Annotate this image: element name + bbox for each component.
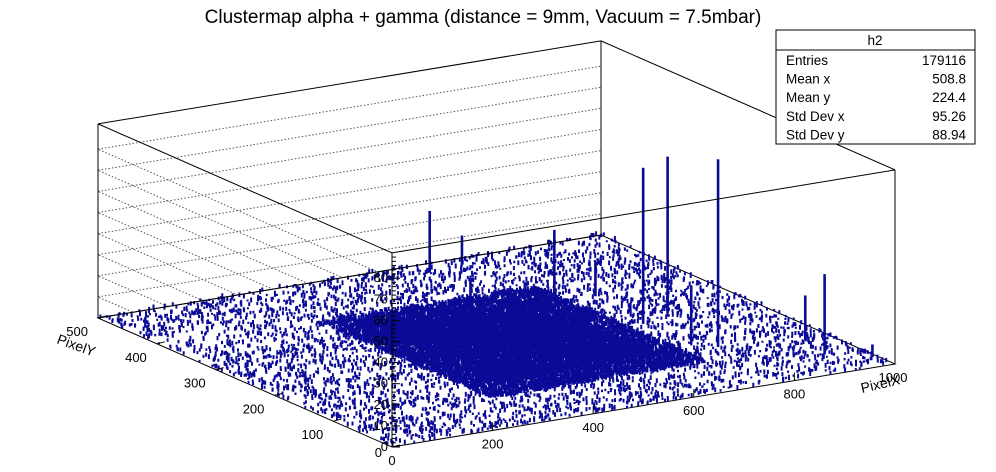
z-tick-label: 70 [374, 291, 388, 306]
stats-value: 95.26 [932, 109, 966, 124]
stats-value: 224.4 [932, 90, 966, 105]
y-tick-label: 400 [125, 350, 147, 365]
z-tick-label: 50 [374, 334, 388, 349]
spike-bars [428, 156, 874, 358]
stats-label: Std Dev x [786, 109, 845, 124]
z-tick-label: 30 [374, 376, 388, 391]
z-tick-label: 60 [374, 312, 388, 327]
spike-bar [460, 235, 464, 266]
z-tick-label: 20 [374, 397, 388, 412]
axes: 0102030405060708002004006008001000010020… [66, 252, 908, 468]
x-tick-label: 0 [388, 453, 395, 468]
stats-label: Mean y [786, 90, 831, 105]
spike-bar [491, 311, 494, 324]
spike-bar [641, 167, 645, 324]
stats-label: Std Dev y [786, 127, 845, 142]
x-tick-label: 1000 [879, 370, 908, 385]
x-tick-label: 400 [582, 420, 604, 435]
spike-bar [469, 278, 472, 300]
x-axis-label: PixelX [859, 371, 902, 396]
z-tick-label: 40 [374, 355, 388, 370]
stats-value: 179116 [922, 53, 966, 68]
spike-bar [823, 274, 826, 355]
y-tick-label: 0 [375, 445, 382, 460]
z-tick-label: 10 [374, 418, 388, 433]
stats-box-frame [775, 29, 976, 145]
spike-bar [428, 210, 431, 273]
chart-title: Clustermap alpha + gamma (distance = 9mm… [205, 7, 762, 28]
spike-bar [871, 344, 874, 358]
spike-bar [716, 159, 720, 348]
y-tick-label: 500 [66, 324, 88, 339]
stats-name: h2 [867, 33, 882, 48]
spike-bar [803, 295, 807, 340]
y-tick-label: 200 [243, 401, 265, 416]
stats-label: Entries [786, 53, 828, 68]
stats-value: 508.8 [932, 72, 966, 87]
x-tick-label: 800 [784, 387, 806, 402]
z-tick-label: 80 [374, 270, 388, 285]
y-tick-label: 300 [184, 376, 206, 391]
z-tick-label: 0 [381, 439, 388, 454]
stats-value: 88.94 [932, 127, 966, 142]
x-tick-label: 600 [683, 403, 705, 418]
stats-box: h2 Entries 179116 Mean x 508.8 Mean y 224.4 St… [775, 29, 976, 145]
y-tick-label: 100 [301, 427, 323, 442]
spike-bar [553, 229, 556, 300]
spike-bar [594, 262, 597, 297]
stats-label: Mean x [786, 72, 831, 87]
spike-bar [689, 285, 693, 345]
x-tick-label: 200 [482, 436, 504, 451]
spike-bar [666, 156, 669, 313]
